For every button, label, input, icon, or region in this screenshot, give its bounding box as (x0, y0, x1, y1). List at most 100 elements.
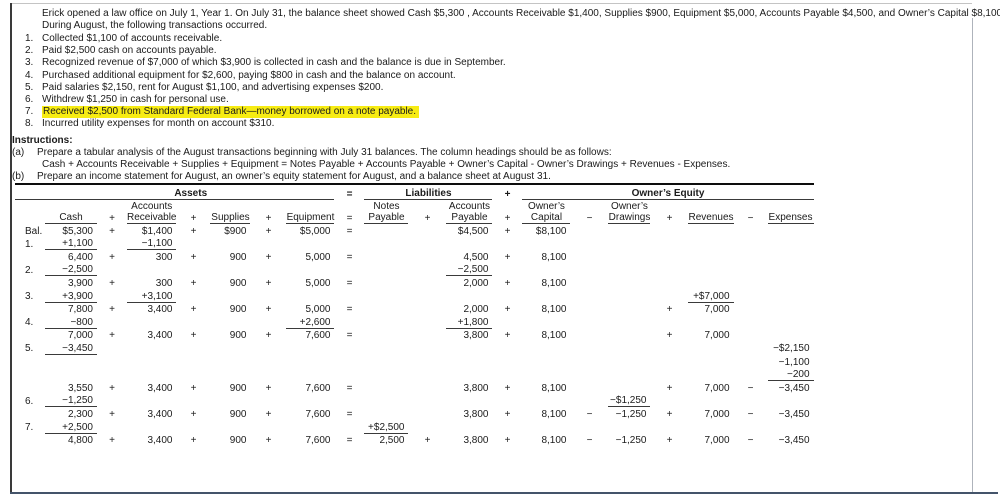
intro-line-2: During August, the following transaction… (42, 20, 268, 31)
transaction-text: Withdrew $1,250 in cash for personal use… (42, 94, 229, 106)
operator-cell (250, 263, 286, 276)
value-cell-oc: 8,100 (541, 304, 567, 316)
column-header-exp (768, 200, 814, 213)
operator-cell: + (504, 277, 511, 289)
table-row: 6,400 +300 +900 +5,000 = 4,500 +8,100 (15, 250, 814, 263)
value-cell-exp (768, 315, 814, 328)
value-cell-od (608, 237, 650, 250)
operator-cell (650, 276, 688, 289)
header-operator (176, 200, 210, 213)
value-cell-od (608, 289, 650, 302)
operator-cell (334, 237, 364, 250)
value-cell-exp: −200 (767, 367, 814, 382)
operator-cell: + (109, 382, 115, 394)
operator-cell (492, 420, 522, 433)
column-header-ar: Receivable (127, 212, 177, 224)
operator-cell: + (666, 408, 673, 420)
table-row: 3. +3,900 +3,100 +$7,000 (15, 288, 814, 303)
operator-cell (176, 394, 210, 407)
value-cell-oc: 8,100 (541, 277, 567, 289)
value-cell-rev (688, 263, 733, 276)
header-operator (570, 200, 608, 213)
operator-cell (492, 263, 522, 276)
operator-cell (334, 354, 364, 367)
column-header-ar: Accounts (131, 201, 173, 212)
value-cell-ar (127, 354, 176, 367)
value-cell-np (364, 289, 408, 302)
value-cell-eq: 7,600 (305, 382, 331, 394)
transaction-text-span: Recognized revenue of $7,000 of which $3… (42, 57, 506, 69)
value-cell-od: −1,250 (615, 435, 647, 447)
operator-cell: + (190, 435, 197, 447)
operator-cell: + (666, 435, 673, 447)
transaction-text: Incurred utility expenses for month on a… (42, 118, 274, 130)
transaction-text: Paid salaries $2,150, rent for August $1… (42, 82, 383, 94)
operator-cell (570, 315, 608, 328)
value-cell-rev: +$7,000 (688, 288, 734, 303)
operator-cell: = (346, 435, 353, 447)
value-cell-od (608, 302, 650, 315)
value-cell-np (364, 237, 408, 250)
value-cell-ar: 3,400 (147, 330, 173, 342)
value-cell-sup (210, 341, 250, 354)
value-cell-oc: 8,100 (541, 382, 567, 394)
operator-cell (492, 341, 522, 354)
table-row: 7,000 +3,400 +900 +7,600 = 3,800 +8,100 +7,000 (15, 328, 814, 341)
value-cell-np (364, 328, 408, 341)
operator-cell: + (190, 408, 197, 420)
operator-cell (334, 368, 364, 381)
row-label (15, 433, 45, 446)
operator-cell (408, 224, 446, 237)
value-cell-oc (522, 354, 570, 367)
value-cell-od (608, 224, 650, 237)
operator-cell (97, 289, 127, 302)
value-cell-np: +$2,500 (364, 419, 409, 434)
header-operator: + (504, 212, 511, 224)
operator-cell (570, 276, 608, 289)
tabular-analysis-table: Assets = Liabilities + Owner’s Equity Ac… (15, 183, 814, 446)
operator-cell (334, 420, 364, 433)
group-header-liabilities: Liabilities (364, 184, 493, 200)
value-cell-ar: 300 (155, 277, 173, 289)
row-label: 2. (25, 264, 34, 276)
table-row: 2. −2,500 −2,500 (15, 262, 814, 277)
value-cell-cash: −3,450 (45, 341, 97, 355)
value-cell-exp (768, 328, 814, 341)
value-cell-sup: 900 (229, 435, 247, 447)
operator-cell (734, 276, 768, 289)
column-header-rev: Revenues (688, 212, 734, 224)
operator-cell (650, 341, 688, 354)
value-cell-ap: 4,500 (463, 251, 489, 263)
value-cell-rev: 7,000 (704, 330, 730, 342)
operator-cell (334, 289, 364, 302)
transaction-text-span: Collected $1,100 of accounts receivable. (42, 33, 223, 44)
transaction-text: Purchased additional equipment for $2,60… (42, 70, 456, 82)
value-cell-rev (688, 394, 733, 407)
operator-cell (250, 420, 286, 433)
operator-cell (408, 289, 446, 302)
value-cell-rev (688, 315, 733, 328)
value-cell-cash: 4,800 (67, 435, 93, 447)
operator-cell (570, 250, 608, 263)
operator-cell: + (109, 330, 115, 342)
value-cell-rev: 7,000 (704, 408, 730, 420)
operator-cell (570, 289, 608, 302)
operator-cell: = (346, 277, 353, 289)
operator-cell: − (586, 435, 593, 447)
value-cell-od (608, 263, 650, 276)
operator-cell (734, 237, 768, 250)
transaction-number: 5. (25, 81, 34, 93)
header-operator: + (424, 212, 431, 224)
header-operator (650, 200, 688, 213)
value-cell-ar (127, 263, 176, 276)
value-cell-cash: +1,100 (45, 236, 97, 251)
operator-cell: + (109, 408, 115, 420)
instruction-number: (b) (12, 171, 25, 183)
value-cell-ar (127, 368, 176, 381)
operator-cell (408, 368, 446, 381)
transaction-text-span: Incurred utility expenses for month on a… (42, 118, 275, 130)
operator-cell (650, 420, 688, 433)
value-cell-eq (286, 368, 334, 381)
operator-cell (408, 237, 446, 250)
column-header-sup: Supplies (210, 212, 251, 224)
